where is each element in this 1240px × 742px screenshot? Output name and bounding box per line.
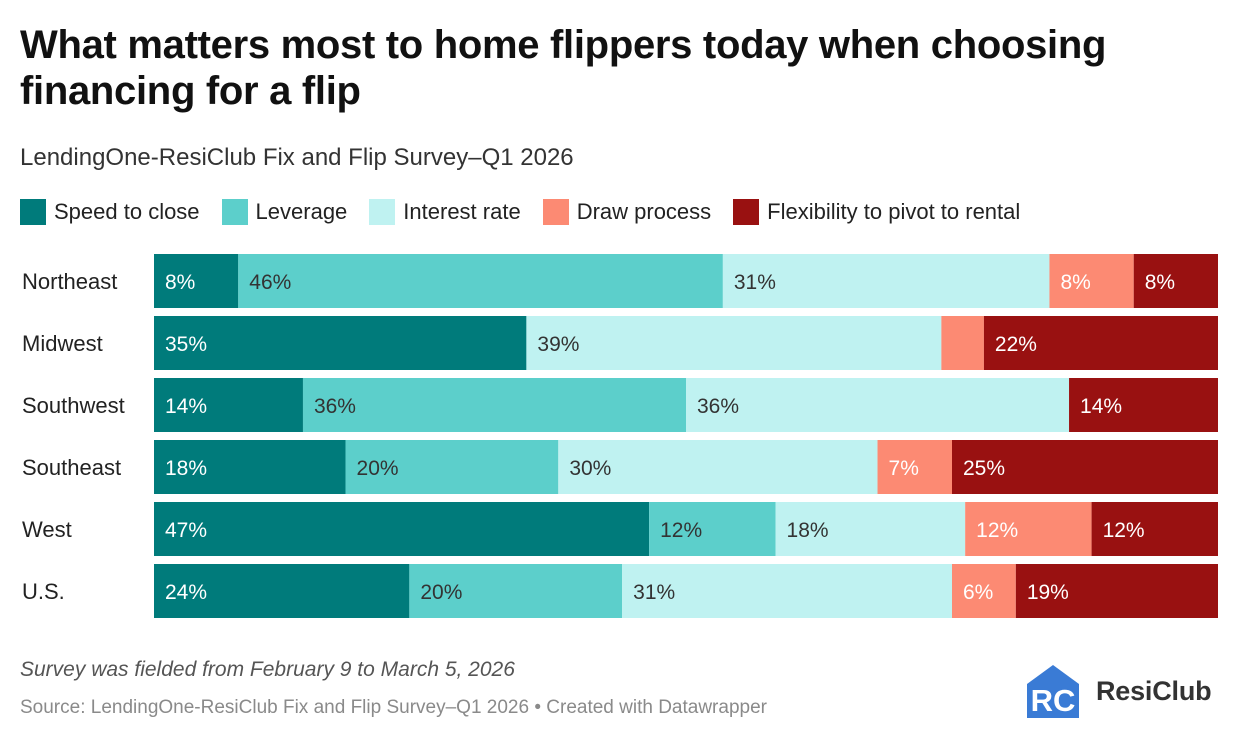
- data-label-southeast-flexibility-to-pivot-to-rental: 25%: [963, 457, 1005, 480]
- category-label-midwest: Midwest: [22, 331, 103, 356]
- data-label-southwest-flexibility-to-pivot-to-rental: 14%: [1080, 395, 1122, 418]
- data-label-southeast-speed-to-close: 18%: [165, 457, 207, 480]
- data-label-southwest-interest-rate: 36%: [697, 395, 739, 418]
- legend-label-speed-to-close: Speed to close: [54, 199, 200, 224]
- resiclub-logo: RC ResiClub: [1024, 662, 1212, 720]
- legend-label-leverage: Leverage: [255, 199, 348, 224]
- data-label-west-leverage: 12%: [660, 519, 702, 542]
- data-label-northeast-leverage: 46%: [249, 271, 291, 294]
- legend-item-interest-rate: Interest rate: [369, 199, 521, 225]
- bar-u-s-interest-rate: [622, 564, 952, 618]
- legend-label-draw-process: Draw process: [576, 199, 712, 224]
- chart-legend: Speed to close Leverage Interest rate Dr…: [20, 197, 1042, 227]
- legend-item-draw-process: Draw process: [542, 199, 712, 225]
- bar-midwest-speed-to-close: [154, 316, 527, 370]
- bar-west-speed-to-close: [154, 502, 650, 556]
- chart-title: What matters most to home flippers today…: [20, 23, 1107, 113]
- bar-southeast-flexibility-to-pivot-to-rental: [952, 440, 1218, 494]
- bar-west-flexibility-to-pivot-to-rental: [1091, 502, 1218, 556]
- category-label-northeast: Northeast: [22, 269, 117, 294]
- bar-southwest-speed-to-close: [154, 378, 303, 432]
- category-label-u-s: U.S.: [22, 579, 65, 604]
- data-label-northeast-interest-rate: 31%: [734, 271, 776, 294]
- source-line: Source: LendingOne-ResiClub Fix and Flip…: [20, 697, 767, 718]
- bar-west-leverage: [649, 502, 776, 556]
- bar-u-s-leverage: [409, 564, 623, 618]
- data-label-southwest-speed-to-close: 14%: [165, 395, 207, 418]
- legend-label-interest-rate: Interest rate: [403, 199, 521, 224]
- bar-u-s-flexibility-to-pivot-to-rental: [1015, 564, 1218, 618]
- data-label-midwest-speed-to-close: 35%: [165, 333, 207, 356]
- data-label-u-s-leverage: 20%: [420, 581, 462, 604]
- resiclub-logo-icon: RC: [1027, 665, 1079, 718]
- data-label-u-s-interest-rate: 31%: [633, 581, 675, 604]
- stacked-bar-chart: Northeast 8% 46% 31% 8% 8% Midwest 35% 39% 22% Sou…: [22, 254, 1218, 618]
- bar-northeast-draw-process: [1049, 254, 1134, 308]
- data-label-west-draw-process: 12%: [976, 519, 1018, 542]
- category-label-southwest: Southwest: [22, 393, 125, 418]
- legend-label-flexibility: Flexibility to pivot to rental: [767, 199, 1021, 224]
- svg-text:RC: RC: [1031, 683, 1076, 718]
- resiclub-logo-text: ResiClub: [1096, 675, 1212, 706]
- data-label-southeast-draw-process: 7%: [889, 457, 919, 480]
- data-label-midwest-flexibility-to-pivot-to-rental: 22%: [995, 333, 1037, 356]
- data-label-southeast-interest-rate: 30%: [569, 457, 611, 480]
- bar-northeast-speed-to-close: [154, 254, 239, 308]
- bar-southeast-speed-to-close: [154, 440, 346, 494]
- bar-northeast-interest-rate: [722, 254, 1050, 308]
- bar-northeast-flexibility-to-pivot-to-rental: [1133, 254, 1218, 308]
- bar-southeast-draw-process: [877, 440, 952, 494]
- data-label-northeast-flexibility-to-pivot-to-rental: 8%: [1145, 271, 1175, 294]
- legend-swatch-flexibility: [733, 199, 760, 225]
- legend-item-speed-to-close: Speed to close: [20, 199, 200, 225]
- bar-southeast-leverage: [345, 440, 559, 494]
- bar-west-draw-process: [965, 502, 1092, 556]
- legend-swatch-leverage: [221, 199, 248, 225]
- bar-midwest-draw-process: [941, 316, 984, 370]
- data-label-west-interest-rate: 18%: [787, 519, 829, 542]
- legend-swatch-draw-process: [542, 199, 569, 225]
- bar-southeast-interest-rate: [558, 440, 878, 494]
- bar-midwest-interest-rate: [526, 316, 942, 370]
- legend-item-flexibility: Flexibility to pivot to rental: [733, 199, 1020, 225]
- data-label-u-s-speed-to-close: 24%: [165, 581, 207, 604]
- legend-swatch-interest-rate: [369, 199, 396, 225]
- data-label-southwest-leverage: 36%: [314, 395, 356, 418]
- data-label-u-s-draw-process: 6%: [963, 581, 993, 604]
- category-label-southeast: Southeast: [22, 455, 121, 480]
- bar-west-interest-rate: [775, 502, 966, 556]
- bar-midwest-flexibility-to-pivot-to-rental: [983, 316, 1218, 370]
- data-label-midwest-interest-rate: 39%: [537, 333, 579, 356]
- data-label-west-flexibility-to-pivot-to-rental: 12%: [1103, 519, 1145, 542]
- data-label-northeast-speed-to-close: 8%: [165, 271, 195, 294]
- data-label-southeast-leverage: 20%: [357, 457, 399, 480]
- bar-u-s-draw-process: [952, 564, 1016, 618]
- legend-item-leverage: Leverage: [221, 199, 348, 225]
- data-label-u-s-flexibility-to-pivot-to-rental: 19%: [1027, 581, 1069, 604]
- data-label-west-speed-to-close: 47%: [165, 519, 207, 542]
- bar-southwest-interest-rate: [686, 378, 1070, 432]
- bar-southwest-leverage: [302, 378, 686, 432]
- bar-southwest-flexibility-to-pivot-to-rental: [1069, 378, 1218, 432]
- data-label-northeast-draw-process: 8%: [1060, 271, 1090, 294]
- survey-note: Survey was fielded from February 9 to Ma…: [20, 658, 515, 681]
- legend-swatch-speed-to-close: [20, 199, 46, 225]
- category-label-west: West: [22, 517, 72, 542]
- bar-u-s-speed-to-close: [154, 564, 410, 618]
- bar-northeast-leverage: [238, 254, 723, 308]
- chart-subtitle: LendingOne-ResiClub Fix and Flip Survey–…: [20, 144, 574, 171]
